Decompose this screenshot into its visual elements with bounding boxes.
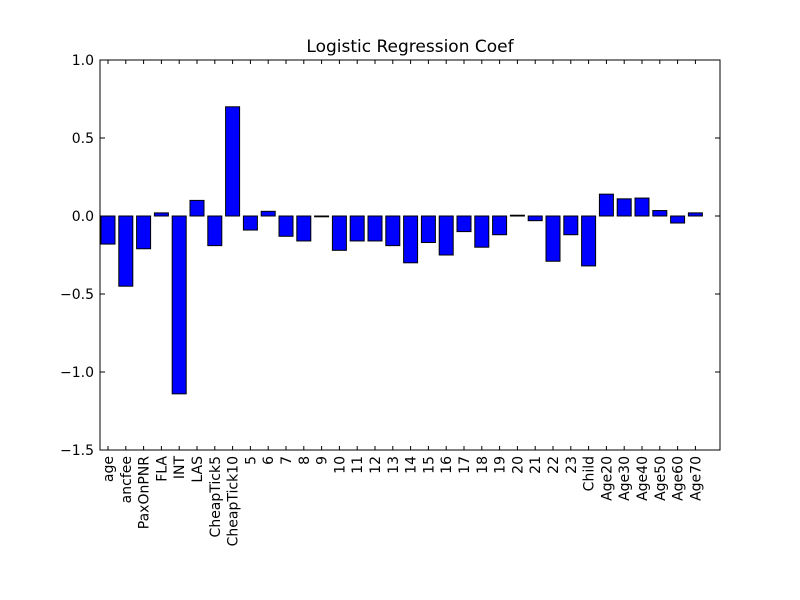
bar-CheapTick5 [207, 215, 223, 247]
bar-16 [438, 215, 454, 256]
plot-frame [99, 59, 721, 451]
bar-15 [420, 215, 436, 244]
bar-Age50 [652, 210, 668, 217]
y-tick-label: −1.5 [60, 443, 94, 459]
x-tick-label: 15 [421, 456, 437, 474]
bar-Age20 [598, 193, 614, 217]
bar-20 [509, 214, 525, 217]
y-tick-label: 1.0 [72, 53, 94, 69]
x-tick-label: 6 [261, 456, 277, 465]
bar-5 [242, 215, 258, 231]
y-tick-label: 0.5 [72, 131, 94, 147]
bar-13 [385, 215, 401, 247]
x-tick-label: 14 [404, 456, 420, 474]
x-tick-label: CheapTick10 [226, 456, 242, 546]
x-tick-label: INT [172, 456, 188, 480]
bar-Age40 [634, 197, 650, 217]
x-tick-label: 16 [439, 456, 455, 474]
bar-Age30 [616, 198, 632, 217]
bar-FLA [153, 212, 169, 217]
x-tick-label: LAS [190, 456, 206, 483]
x-tick-label: FLA [154, 456, 170, 482]
x-tick-label: Age30 [617, 456, 633, 501]
x-tick-label: 18 [475, 456, 491, 474]
x-tick-label: 9 [315, 456, 331, 465]
x-tick-label: 21 [528, 456, 544, 474]
x-tick-label: 13 [386, 456, 402, 474]
bar-23 [563, 215, 579, 236]
x-tick-label: 7 [279, 456, 295, 465]
bars-group [100, 106, 703, 395]
bar-Age70 [687, 212, 703, 217]
x-tick-label: 20 [510, 456, 526, 474]
bar-Age60 [670, 215, 686, 224]
x-tick-label: CheapTick5 [208, 456, 224, 537]
x-tick-label: Age60 [671, 456, 687, 501]
bar-INT [171, 215, 187, 395]
bar-14 [403, 215, 419, 264]
x-tick-label: 19 [493, 456, 509, 474]
bar-6 [260, 210, 276, 217]
x-tick-label: PaxOnPNR [137, 456, 153, 529]
bar-19 [492, 215, 508, 236]
x-tick-label: Age70 [688, 456, 704, 501]
x-tick-label: Child [582, 456, 598, 491]
x-tick-label: Age50 [653, 456, 669, 501]
x-tick-label: 23 [564, 456, 580, 474]
bar-PaxOnPNR [136, 215, 152, 250]
bar-7 [278, 215, 294, 237]
x-tick-label: 11 [350, 456, 366, 474]
bar-12 [367, 215, 383, 242]
x-tick-label: 10 [332, 456, 348, 474]
y-tick-label: −0.5 [60, 287, 94, 303]
bar-18 [474, 215, 490, 248]
x-tick-label: 5 [243, 456, 259, 465]
x-tick-label: Age40 [635, 456, 651, 501]
x-tick-label: Age20 [599, 456, 615, 501]
bar-10 [331, 215, 347, 251]
y-axis: 1.0 0.5 0.0 −0.5 −1.0 −1.5 [60, 53, 720, 459]
bar-22 [545, 215, 561, 262]
x-tick-label: 12 [368, 456, 384, 474]
x-tick-label: ancfee [119, 456, 135, 503]
y-tick-label: 0.0 [72, 209, 94, 225]
bar-LAS [189, 199, 205, 217]
x-tick-label: 17 [457, 456, 473, 474]
bar-21 [527, 215, 543, 222]
x-axis: age ancfee PaxOnPNR FLA INT LAS CheapTick5 Chea… [101, 60, 704, 546]
bar-9 [314, 215, 330, 218]
bar-ancfee [118, 215, 134, 287]
bar-CheapTick10 [225, 106, 241, 217]
chart-title: Logistic Regression Coef [306, 37, 514, 57]
x-tick-label: 22 [546, 456, 562, 474]
y-tick-label: −1.0 [60, 365, 94, 381]
x-tick-label: 8 [297, 456, 313, 465]
x-tick-label: age [101, 456, 117, 482]
bar-age [100, 215, 116, 245]
bar-11 [349, 215, 365, 242]
bar-Child [581, 215, 597, 267]
bar-17 [456, 215, 472, 233]
bar-8 [296, 215, 312, 242]
